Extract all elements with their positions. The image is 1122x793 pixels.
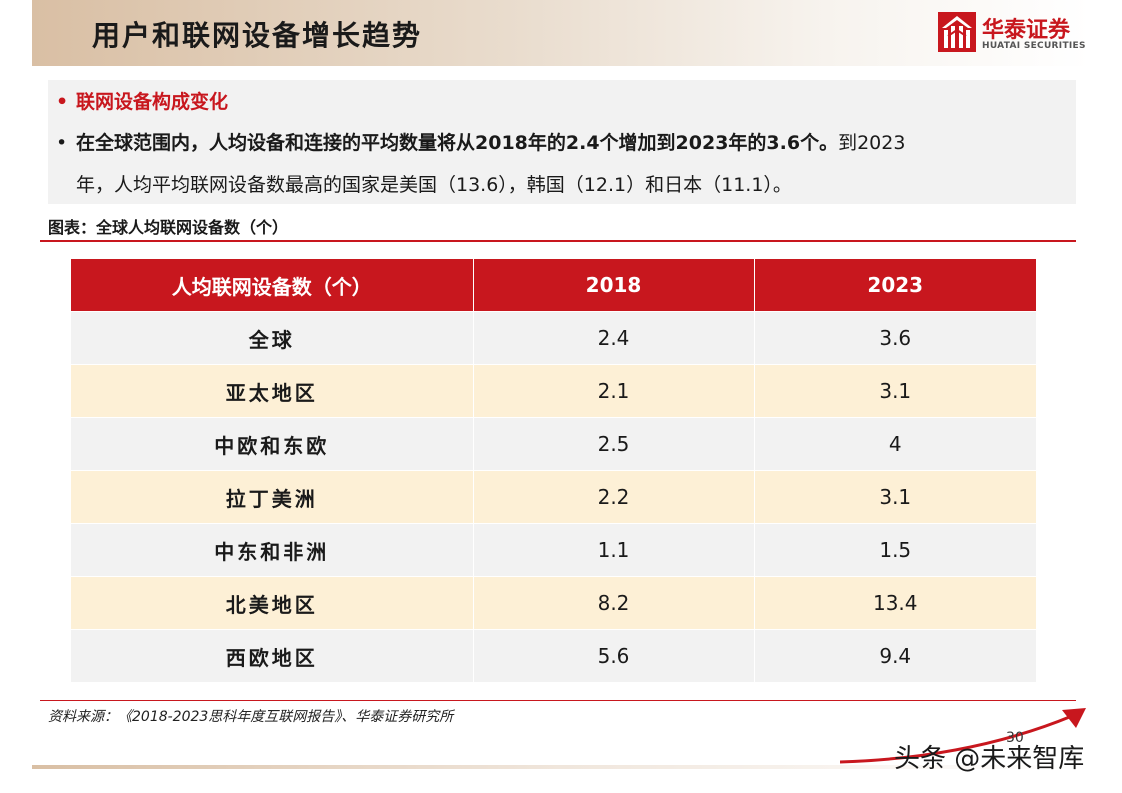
value-2018-cell: 2.4 [473, 311, 755, 365]
bullet-heading: • 联网设备构成变化 [56, 90, 228, 114]
value-2023-cell: 3.1 [754, 364, 1036, 418]
page-number: 30 [1006, 730, 1024, 746]
bullet-body-bold: 在全球范围内，人均设备和连接的平均数量将从2018年的2.4个增加到2023年的… [76, 132, 839, 154]
table-row: 亚太地区 2.1 3.1 [71, 364, 1036, 418]
region-cell: 北美地区 [71, 576, 474, 630]
huatai-logo-icon [938, 12, 976, 52]
value-2018-cell: 2.2 [473, 470, 755, 524]
value-2023-cell: 3.6 [754, 311, 1036, 365]
value-2023-cell: 13.4 [754, 576, 1036, 630]
value-2023-cell: 4 [754, 417, 1036, 471]
table-row: 中东和非洲 1.1 1.5 [71, 523, 1036, 577]
device-table: 人均联网设备数（个） 2018 2023 全球 2.4 3.6 亚太地区 2.1… [71, 259, 1036, 682]
value-2023-cell: 3.1 [754, 470, 1036, 524]
region-cell: 拉丁美洲 [71, 470, 474, 524]
value-2023-cell: 1.5 [754, 523, 1036, 577]
trend-arrow-icon [840, 708, 1086, 764]
source-note: 资料来源：《2018-2023思科年度互联网报告》、华泰证券研究所 [48, 709, 454, 725]
value-2018-cell: 2.5 [473, 417, 755, 471]
region-cell: 全球 [71, 311, 474, 365]
value-2018-cell: 2.1 [473, 364, 755, 418]
bullet-heading-text: 联网设备构成变化 [76, 91, 229, 113]
value-2023-cell: 9.4 [754, 629, 1036, 682]
table-row: 中欧和东欧 2.5 4 [71, 417, 1036, 471]
value-2018-cell: 1.1 [473, 523, 755, 577]
column-header-2023: 2023 [754, 259, 1036, 312]
bullet-dot-icon: • [56, 132, 68, 154]
column-header-metric: 人均联网设备数（个） [71, 259, 474, 312]
column-header-2018: 2018 [473, 259, 755, 312]
region-cell: 西欧地区 [71, 629, 474, 682]
table-header-row: 人均联网设备数（个） 2018 2023 [71, 259, 1036, 312]
divider-bottom [40, 700, 1076, 701]
table-row: 北美地区 8.2 13.4 [71, 576, 1036, 630]
table-row: 全球 2.4 3.6 [71, 311, 1036, 365]
bullet-body: • 在全球范围内，人均设备和连接的平均数量将从2018年的2.4个增加到2023年… [56, 122, 1056, 206]
header-bar: 用户和联网设备增长趋势 华泰证券 HUATAI SECURITIES [32, 0, 1090, 66]
brand-logo: 华泰证券 HUATAI SECURITIES [938, 12, 1098, 56]
watermark: 头条 @未来智库 [894, 744, 1085, 774]
summary-box: • 联网设备构成变化 • 在全球范围内，人均设备和连接的平均数量将从2018年的2.… [48, 80, 1076, 204]
value-2018-cell: 5.6 [473, 629, 755, 682]
logo-english-text: HUATAI SECURITIES [982, 41, 1086, 51]
region-cell: 中东和非洲 [71, 523, 474, 577]
value-2018-cell: 8.2 [473, 576, 755, 630]
table-row: 拉丁美洲 2.2 3.1 [71, 470, 1036, 524]
region-cell: 中欧和东欧 [71, 417, 474, 471]
page-title: 用户和联网设备增长趋势 [92, 19, 423, 52]
table-row: 西欧地区 5.6 9.4 [71, 629, 1036, 682]
logo-chinese-text: 华泰证券 [982, 18, 1071, 43]
bullet-body-text-2: 年，人均平均联网设备数最高的国家是美国（13.6），韩国（12.1）和日本（11… [76, 174, 792, 196]
footer-bar [32, 765, 1090, 769]
figure-caption: 图表：全球人均联网设备数（个） [48, 218, 289, 237]
divider-top [40, 240, 1076, 242]
bullet-body-text-1: 到2023 [838, 132, 906, 154]
region-cell: 亚太地区 [71, 364, 474, 418]
bullet-dot-icon: • [56, 91, 69, 113]
